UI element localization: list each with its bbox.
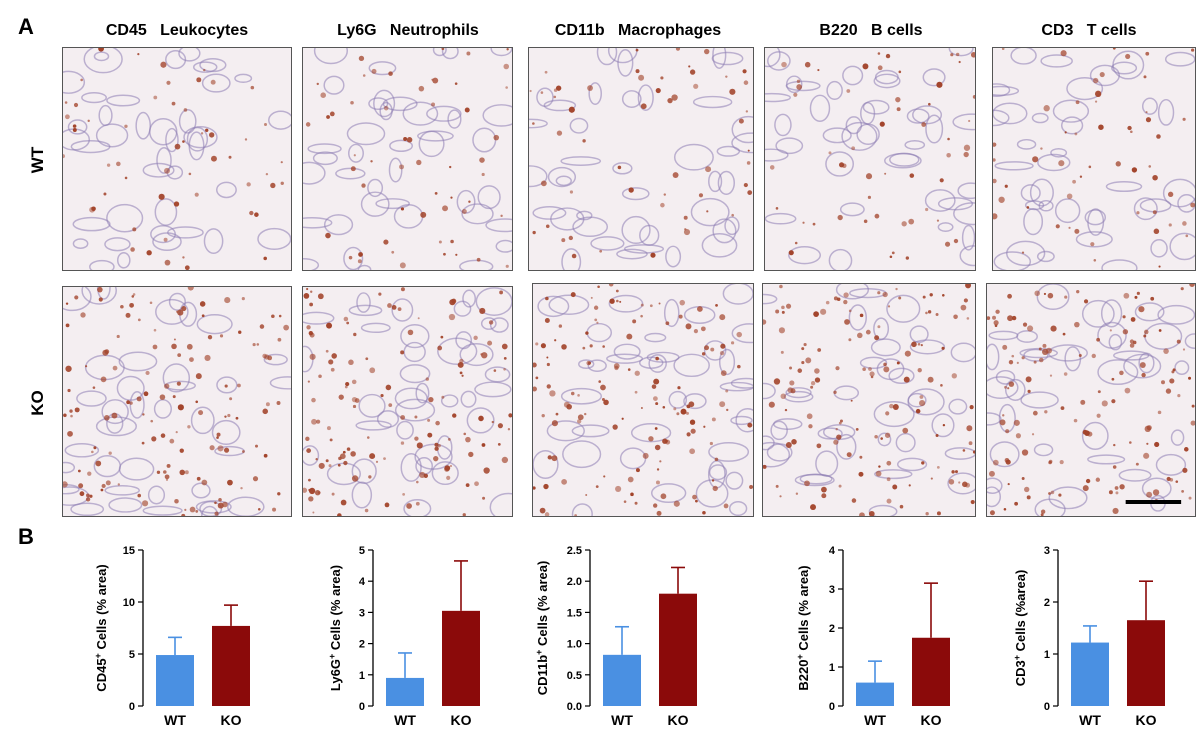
bar-chart-cd3: 0 1 2 3 WT KO CD3+ Cells (%area) — [1012, 545, 1165, 728]
column-title-cd11b: CD11b Macrophages — [554, 22, 722, 39]
micrograph-ko-b220 — [762, 283, 976, 517]
y-axis-label: CD11b+ Cells (% area) — [534, 561, 550, 696]
y-tick-label: 2.0 — [567, 576, 582, 588]
y-tick-label: 0 — [359, 701, 365, 713]
x-tick-label: KO — [1136, 712, 1157, 728]
micrograph-wt-b220 — [764, 47, 976, 271]
micrograph-wt-cd3 — [992, 47, 1196, 271]
y-tick-label: 2.5 — [567, 545, 582, 557]
bar-chart-cd45: 0 5 10 15 WT KO CD45+ Cells (% area) — [93, 545, 250, 728]
micrograph-ko-cd3 — [986, 283, 1196, 517]
column-title-cd45: CD45 Leukocytes — [105, 22, 249, 39]
x-tick-label: KO — [221, 712, 242, 728]
micrograph-ko-cd11b — [532, 283, 754, 517]
x-tick-label: WT — [164, 712, 186, 728]
y-axis-label: Ly6G+ Cells (% area) — [327, 565, 343, 691]
column-title-b220: B220 B cells — [819, 22, 923, 39]
y-tick-label: 0 — [129, 701, 135, 713]
x-tick-label: WT — [864, 712, 886, 728]
y-tick-label: 5 — [129, 649, 135, 661]
panel-label-b: B — [18, 524, 34, 549]
y-tick-label: 0 — [829, 701, 835, 713]
x-tick-label: WT — [611, 712, 633, 728]
bar-wt — [856, 682, 894, 706]
bar-chart-cd11b: 0.0 0.5 1.0 1.5 2.0 2.5 WT KO CD11b+ Cells (% ar… — [534, 545, 697, 728]
y-tick-label: 3 — [359, 607, 365, 619]
bar-wt — [603, 654, 641, 706]
y-tick-label: 10 — [123, 597, 135, 609]
x-tick-label: WT — [394, 712, 416, 728]
micrograph-ko-ly6g — [302, 286, 513, 517]
x-tick-label: KO — [451, 712, 472, 728]
y-axis-label: B220+ Cells (% area) — [795, 565, 811, 690]
panel-label-a: A — [18, 14, 34, 39]
y-tick-label: 5 — [359, 545, 365, 557]
bar-ko — [912, 637, 950, 706]
bar-chart-ly6g: 0 1 2 3 4 5 WT KO Ly6G+ Cells (% area) — [327, 545, 480, 728]
bar-ko — [1127, 620, 1165, 706]
x-tick-label: KO — [668, 712, 689, 728]
y-tick-label: 2 — [829, 623, 835, 635]
y-tick-label: 2 — [359, 639, 365, 651]
row-label-ko: KO — [28, 390, 47, 416]
row-label-wt: WT — [28, 146, 47, 174]
y-tick-label: 1.5 — [567, 607, 582, 619]
y-tick-label: 1 — [1044, 649, 1050, 661]
y-tick-label: 4 — [829, 545, 836, 557]
y-tick-label: 1 — [359, 670, 365, 682]
bar-ko — [442, 610, 480, 706]
micrograph-wt-cd11b — [528, 47, 754, 271]
bar-wt — [1071, 642, 1109, 706]
y-tick-label: 3 — [829, 584, 835, 596]
y-tick-label: 1 — [829, 662, 835, 674]
y-tick-label: 0.5 — [567, 670, 582, 682]
y-tick-label: 1.0 — [567, 639, 582, 651]
micrograph-wt-cd45 — [62, 47, 292, 271]
y-axis-label: CD45+ Cells (% area) — [93, 564, 109, 691]
y-tick-label: 4 — [359, 576, 366, 588]
column-title-cd3: CD3 T cells — [1041, 22, 1137, 39]
y-tick-label: 0 — [1044, 701, 1050, 713]
bar-ko — [212, 625, 250, 706]
y-tick-label: 2 — [1044, 597, 1050, 609]
y-tick-label: 3 — [1044, 545, 1050, 557]
y-axis-label: CD3+ Cells (%area) — [1012, 570, 1028, 687]
column-title-ly6g: Ly6G Neutrophils — [337, 22, 479, 39]
bar-wt — [156, 655, 194, 706]
x-tick-label: WT — [1079, 712, 1101, 728]
y-tick-label: 0.0 — [567, 701, 582, 713]
bar-wt — [386, 677, 424, 706]
micrograph-ko-cd45 — [62, 286, 292, 517]
micrograph-wt-ly6g — [302, 47, 513, 271]
y-tick-label: 15 — [123, 545, 135, 557]
bar-ko — [659, 593, 697, 706]
bar-chart-b220: 0 1 2 3 4 WT KO B220+ Cells (% area) — [795, 545, 950, 728]
x-tick-label: KO — [921, 712, 942, 728]
